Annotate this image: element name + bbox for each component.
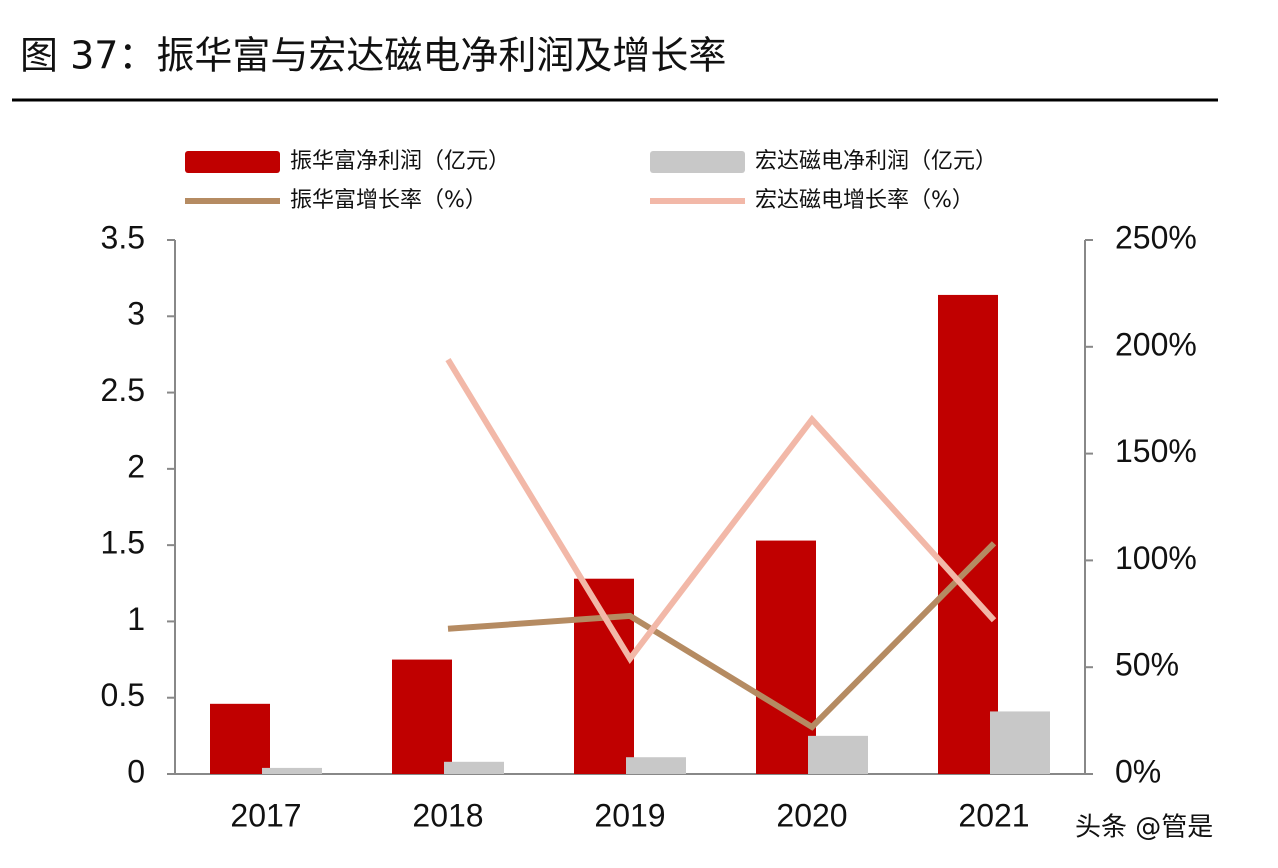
legend-label: 宏达磁电净利润（亿元） [755, 149, 997, 174]
legend-label: 振华富增长率（%） [290, 188, 487, 213]
bar [990, 711, 1050, 774]
bar [574, 578, 634, 774]
y2-tick-label: 150% [1115, 433, 1197, 469]
bar [938, 294, 998, 774]
x-tick-label: 2018 [412, 797, 483, 833]
bar [626, 757, 686, 774]
legend-swatch [650, 151, 745, 173]
legend-label: 宏达磁电增长率（%） [755, 188, 974, 213]
x-tick-label: 2017 [230, 797, 301, 833]
y-tick-label: 0.5 [101, 677, 145, 713]
x-tick-label: 2020 [776, 797, 847, 833]
y2-tick-label: 50% [1115, 647, 1179, 683]
bar [262, 767, 322, 774]
watermark: 头条 @管是 [1075, 813, 1213, 843]
bar [756, 540, 816, 774]
legend-label: 振华富净利润（亿元） [290, 149, 510, 174]
line [445, 358, 997, 664]
y2-tick-label: 0% [1115, 753, 1161, 789]
x-tick-label: 2019 [594, 797, 665, 833]
bar [808, 735, 868, 774]
y2-tick-label: 250% [1115, 219, 1197, 255]
y-tick-label: 0 [127, 753, 145, 789]
y-tick-label: 2 [127, 448, 145, 484]
y-tick-label: 3.5 [101, 219, 145, 255]
bar [444, 761, 504, 774]
bar [392, 659, 452, 774]
y2-tick-label: 200% [1115, 326, 1197, 362]
y2-tick-label: 100% [1115, 540, 1197, 576]
chart-title: 图 37：振华富与宏达磁电净利润及增长率 [20, 34, 726, 78]
legend-swatch [185, 151, 280, 173]
y-tick-label: 1.5 [101, 525, 145, 561]
x-tick-label: 2021 [958, 797, 1029, 833]
y-tick-label: 2.5 [101, 372, 145, 408]
line [447, 541, 997, 731]
bar [210, 703, 270, 774]
y-tick-label: 1 [127, 601, 145, 637]
y-tick-label: 3 [127, 296, 145, 332]
